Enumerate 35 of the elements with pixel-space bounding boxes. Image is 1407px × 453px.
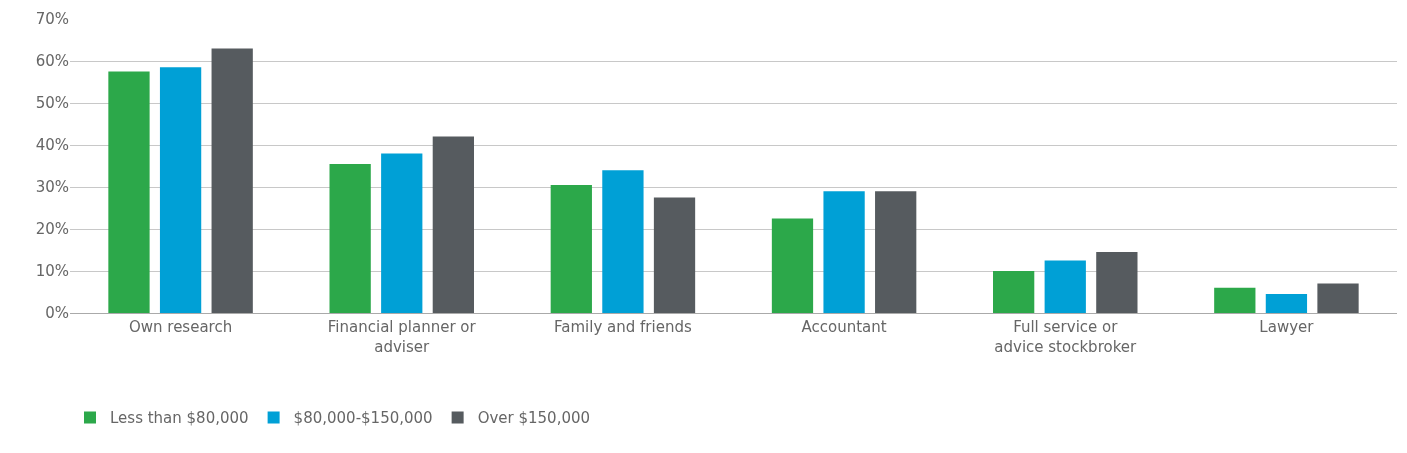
legend-label: Less than $80,000 xyxy=(110,409,249,428)
x-tick-label: Financial planner or adviser xyxy=(327,318,477,356)
bar xyxy=(550,184,592,313)
y-tick-label: 10% xyxy=(35,262,69,281)
bar xyxy=(1265,294,1308,313)
bar xyxy=(1214,287,1256,313)
x-tick-label: Accountant xyxy=(801,318,887,336)
x-tick-label: Own research xyxy=(128,318,233,336)
bar xyxy=(653,197,696,313)
bar xyxy=(432,136,474,313)
y-tick-label: 20% xyxy=(35,220,69,239)
bar xyxy=(1044,260,1086,313)
legend-label: $80,000-$150,000 xyxy=(293,409,433,428)
x-tick-label: Full service or advice stockbroker xyxy=(994,318,1138,356)
x-tick-label: Lawyer xyxy=(1259,318,1315,336)
bar xyxy=(329,163,371,313)
bar xyxy=(159,67,202,313)
bar xyxy=(381,153,423,313)
bar xyxy=(993,271,1035,313)
y-tick-label: 70% xyxy=(35,10,69,29)
bar xyxy=(875,191,917,313)
bar xyxy=(771,218,814,313)
bar xyxy=(823,191,865,313)
y-tick-label: 0% xyxy=(45,304,69,323)
y-tick-label: 50% xyxy=(35,94,69,113)
bar xyxy=(211,48,253,313)
y-tick-label: 30% xyxy=(35,178,69,197)
bar xyxy=(1317,283,1359,313)
bar xyxy=(602,170,644,313)
bar xyxy=(1096,252,1138,313)
y-tick-label: 60% xyxy=(35,52,69,71)
x-tick-label: Family and friends xyxy=(554,318,692,336)
y-tick-label: 40% xyxy=(35,136,69,155)
legend-label: Over $150,000 xyxy=(477,409,591,428)
bar xyxy=(108,71,150,313)
